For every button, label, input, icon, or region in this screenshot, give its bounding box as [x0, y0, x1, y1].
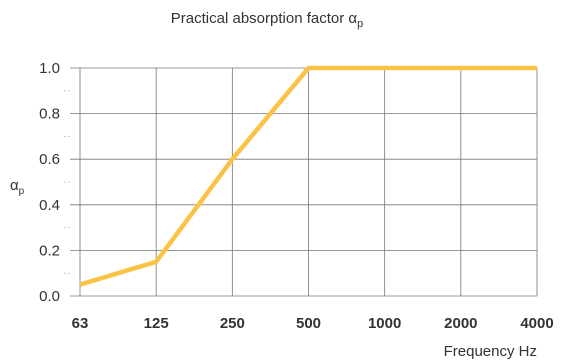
- x-tick-label: 125: [144, 315, 169, 332]
- x-tick-label: 4000: [520, 315, 553, 332]
- x-tick-label: 63: [72, 315, 89, 332]
- x-tick-label: 250: [220, 315, 245, 332]
- x-tick-label: 1000: [368, 315, 401, 332]
- x-axis-label: Frequency Hz: [444, 343, 537, 360]
- y-axis-label-main: α: [10, 177, 19, 194]
- y-tick-label: 0.6: [39, 151, 60, 168]
- minor-tick-marks: [64, 90, 72, 274]
- y-tick-label: 0.0: [39, 288, 60, 305]
- chart-title-sub: p: [357, 18, 363, 30]
- y-axis-label: αp: [10, 177, 25, 197]
- x-tick-label: 2000: [444, 315, 477, 332]
- y-axis-label-sub: p: [19, 186, 25, 197]
- x-tick-labels: 63 125 250 500 1000 2000 4000: [72, 315, 554, 332]
- y-tick-labels: 0.0 0.2 0.4 0.6 0.8 1.0: [39, 60, 60, 305]
- y-tick-label: 0.8: [39, 106, 60, 123]
- y-tick-label: 0.2: [39, 242, 60, 259]
- y-tick-label: 0.4: [39, 197, 60, 214]
- y-tick-label: 1.0: [39, 60, 60, 77]
- x-tick-label: 500: [296, 315, 321, 332]
- chart-title: Practical absorption factor αp: [171, 10, 363, 30]
- series: [79, 65, 537, 287]
- grid: [70, 67, 538, 297]
- series-line: [79, 65, 537, 287]
- chart-title-main: Practical absorption factor α: [171, 10, 358, 27]
